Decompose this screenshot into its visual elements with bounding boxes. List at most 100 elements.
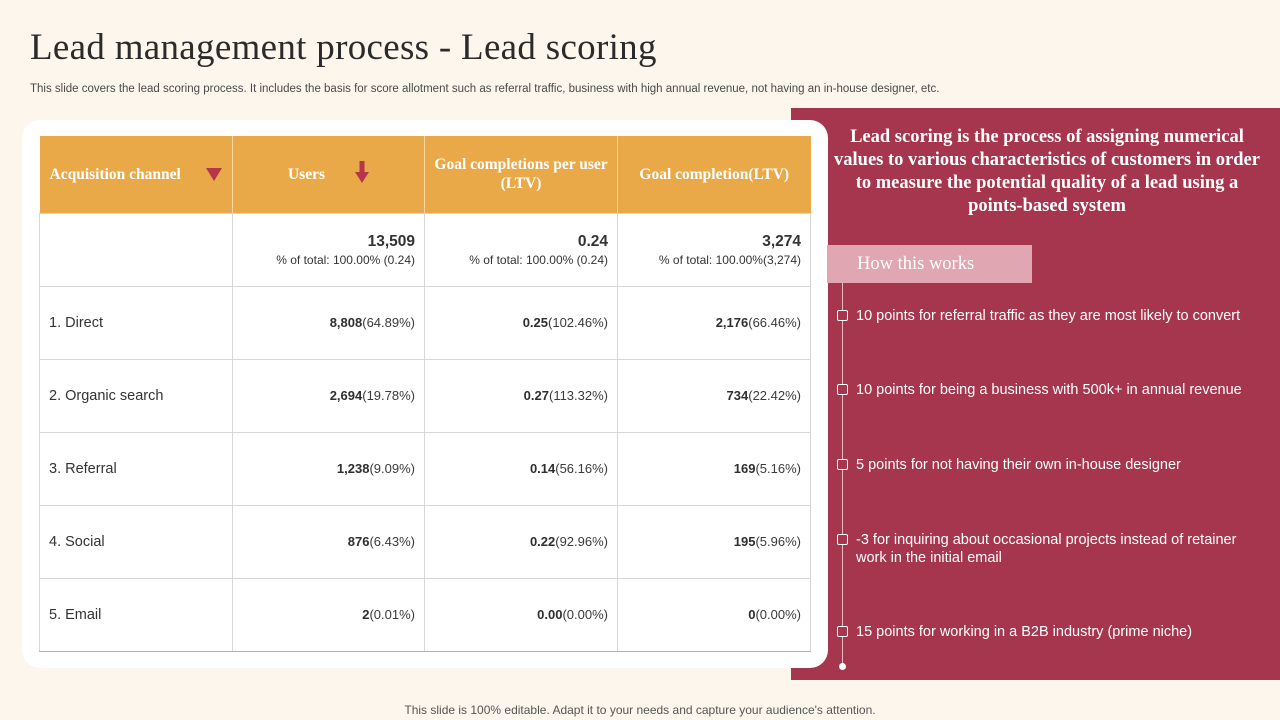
channel-cell: 4. Social [39, 504, 233, 579]
right-panel [791, 108, 1280, 680]
channel-cell: 3. Referral [39, 431, 233, 506]
gc-percent: (66.46%) [748, 315, 801, 330]
gcpu-value: 0.27 [523, 388, 549, 403]
bullet-square-icon [837, 534, 848, 545]
users-value: 1,238 [336, 461, 370, 476]
scoring-point-text: 5 points for not having their own in-hou… [856, 457, 1181, 473]
slide-subtitle: This slide covers the lead scoring proce… [30, 83, 940, 95]
gcpu-percent: (102.46%) [548, 315, 608, 330]
total-gcpu-cell: 0.24 % of total: 100.00% (0.24) [424, 212, 618, 287]
table-row: 3. Referral 1,238(9.09%) 0.14(56.16%) 16… [39, 431, 811, 506]
how-this-works-heading: How this works [827, 245, 1032, 283]
scoring-point: 5 points for not having their own in-hou… [837, 456, 1257, 474]
gc-value: 195 [733, 534, 756, 549]
users-value: 2 [362, 607, 370, 622]
gcpu-value: 0.00 [537, 607, 563, 622]
channel-cell: 1. Direct [39, 285, 233, 360]
gc-percent: (5.96%) [755, 534, 801, 549]
users-percent: (64.89%) [362, 315, 415, 330]
header-label: Users [287, 165, 326, 183]
gc-cell: 2,176(66.46%) [617, 285, 811, 360]
users-cell: 2,694(19.78%) [232, 358, 425, 433]
gcpu-cell: 0.14(56.16%) [424, 431, 618, 506]
table-row: 5. Email 2(0.01%) 0.00(0.00%) 0(0.00%) [39, 577, 811, 652]
timeline-line [842, 283, 843, 666]
totals-empty-cell [39, 212, 233, 287]
lead-table: Acquisition channel Users Goal complet [39, 136, 811, 652]
gcpu-percent: (0.00%) [562, 607, 608, 622]
scoring-point: 10 points for referral traffic as they a… [837, 307, 1257, 325]
total-value: 0.24 [577, 232, 608, 250]
scoring-point-text: 15 points for working in a B2B industry … [856, 624, 1193, 640]
users-cell: 8,808(64.89%) [232, 285, 425, 360]
channel-cell: 5. Email [39, 577, 233, 652]
gc-value: 0 [748, 607, 756, 622]
table-header-row: Acquisition channel Users Goal complet [39, 136, 811, 213]
gc-cell: 0(0.00%) [617, 577, 811, 652]
gc-value: 169 [733, 461, 756, 476]
scoring-point-text: -3 for inquiring about occasional projec… [856, 532, 1237, 566]
users-percent: (6.43%) [369, 534, 415, 549]
header-label: Acquisition channel [49, 165, 181, 183]
gc-percent: (0.00%) [755, 607, 801, 622]
gc-value: 2,176 [715, 315, 749, 330]
scoring-point: 15 points for working in a B2B industry … [837, 623, 1257, 641]
bullet-square-icon [837, 384, 848, 395]
scoring-point: 10 points for being a business with 500k… [837, 381, 1257, 399]
gcpu-percent: (56.16%) [555, 461, 608, 476]
scoring-point: -3 for inquiring about occasional projec… [837, 531, 1247, 567]
bullet-square-icon [837, 626, 848, 637]
gc-percent: (22.42%) [748, 388, 801, 403]
channel-cell: 2. Organic search [39, 358, 233, 433]
header-acquisition-channel[interactable]: Acquisition channel [39, 136, 233, 213]
users-value: 2,694 [329, 388, 363, 403]
slide-title: Lead management process - Lead scoring [30, 27, 657, 68]
bullet-square-icon [837, 459, 848, 470]
total-percent: % of total: 100.00% (0.24) [276, 252, 415, 267]
total-percent: % of total: 100.00% (0.24) [469, 252, 608, 267]
gcpu-cell: 0.00(0.00%) [424, 577, 618, 652]
users-cell: 2(0.01%) [232, 577, 425, 652]
gc-percent: (5.16%) [755, 461, 801, 476]
header-goal-completions-per-user[interactable]: Goal completions per user (LTV) [424, 136, 618, 213]
gcpu-cell: 0.22(92.96%) [424, 504, 618, 579]
users-percent: (19.78%) [362, 388, 415, 403]
total-gc-cell: 3,274 % of total: 100.00%(3,274) [617, 212, 811, 287]
bullet-square-icon [837, 310, 848, 321]
triangle-down-icon[interactable] [206, 167, 222, 181]
total-percent: % of total: 100.00%(3,274) [658, 252, 801, 267]
total-value: 3,274 [762, 232, 801, 250]
gcpu-cell: 0.27(113.32%) [424, 358, 618, 433]
totals-row: 13,509 % of total: 100.00% (0.24) 0.24 %… [39, 212, 811, 287]
gc-value: 734 [726, 388, 749, 403]
gcpu-value: 0.25 [522, 315, 549, 330]
gcpu-percent: (113.32%) [548, 388, 608, 403]
table-row: 1. Direct 8,808(64.89%) 0.25(102.46%) 2,… [39, 285, 811, 360]
table-row: 2. Organic search 2,694(19.78%) 0.27(113… [39, 358, 811, 433]
gc-cell: 169(5.16%) [617, 431, 811, 506]
users-percent: (0.01%) [369, 607, 415, 622]
total-users-cell: 13,509 % of total: 100.00% (0.24) [232, 212, 425, 287]
gcpu-cell: 0.25(102.46%) [424, 285, 618, 360]
scoring-point-text: 10 points for referral traffic as they a… [856, 308, 1241, 324]
users-value: 876 [347, 534, 370, 549]
total-value: 13,509 [367, 232, 415, 250]
table-row: 4. Social 876(6.43%) 0.22(92.96%) 195(5.… [39, 504, 811, 579]
gcpu-value: 0.22 [529, 534, 556, 549]
header-users[interactable]: Users [232, 136, 425, 213]
slide-footer: This slide is 100% editable. Adapt it to… [404, 703, 876, 717]
scoring-point-text: 10 points for being a business with 500k… [856, 382, 1242, 398]
lead-scoring-definition: Lead scoring is the process of assigning… [834, 127, 1260, 216]
gcpu-percent: (92.96%) [555, 534, 608, 549]
gc-cell: 195(5.96%) [617, 504, 811, 579]
gc-cell: 734(22.42%) [617, 358, 811, 433]
arrow-down-icon[interactable] [355, 160, 370, 188]
users-cell: 1,238(9.09%) [232, 431, 425, 506]
header-label: Goal completion(LTV) [639, 165, 790, 183]
users-cell: 876(6.43%) [232, 504, 425, 579]
users-value: 8,808 [329, 315, 363, 330]
header-label: Goal completions per user (LTV) [434, 156, 608, 193]
header-goal-completion[interactable]: Goal completion(LTV) [617, 136, 811, 213]
gcpu-value: 0.14 [529, 461, 556, 476]
users-percent: (9.09%) [369, 461, 415, 476]
